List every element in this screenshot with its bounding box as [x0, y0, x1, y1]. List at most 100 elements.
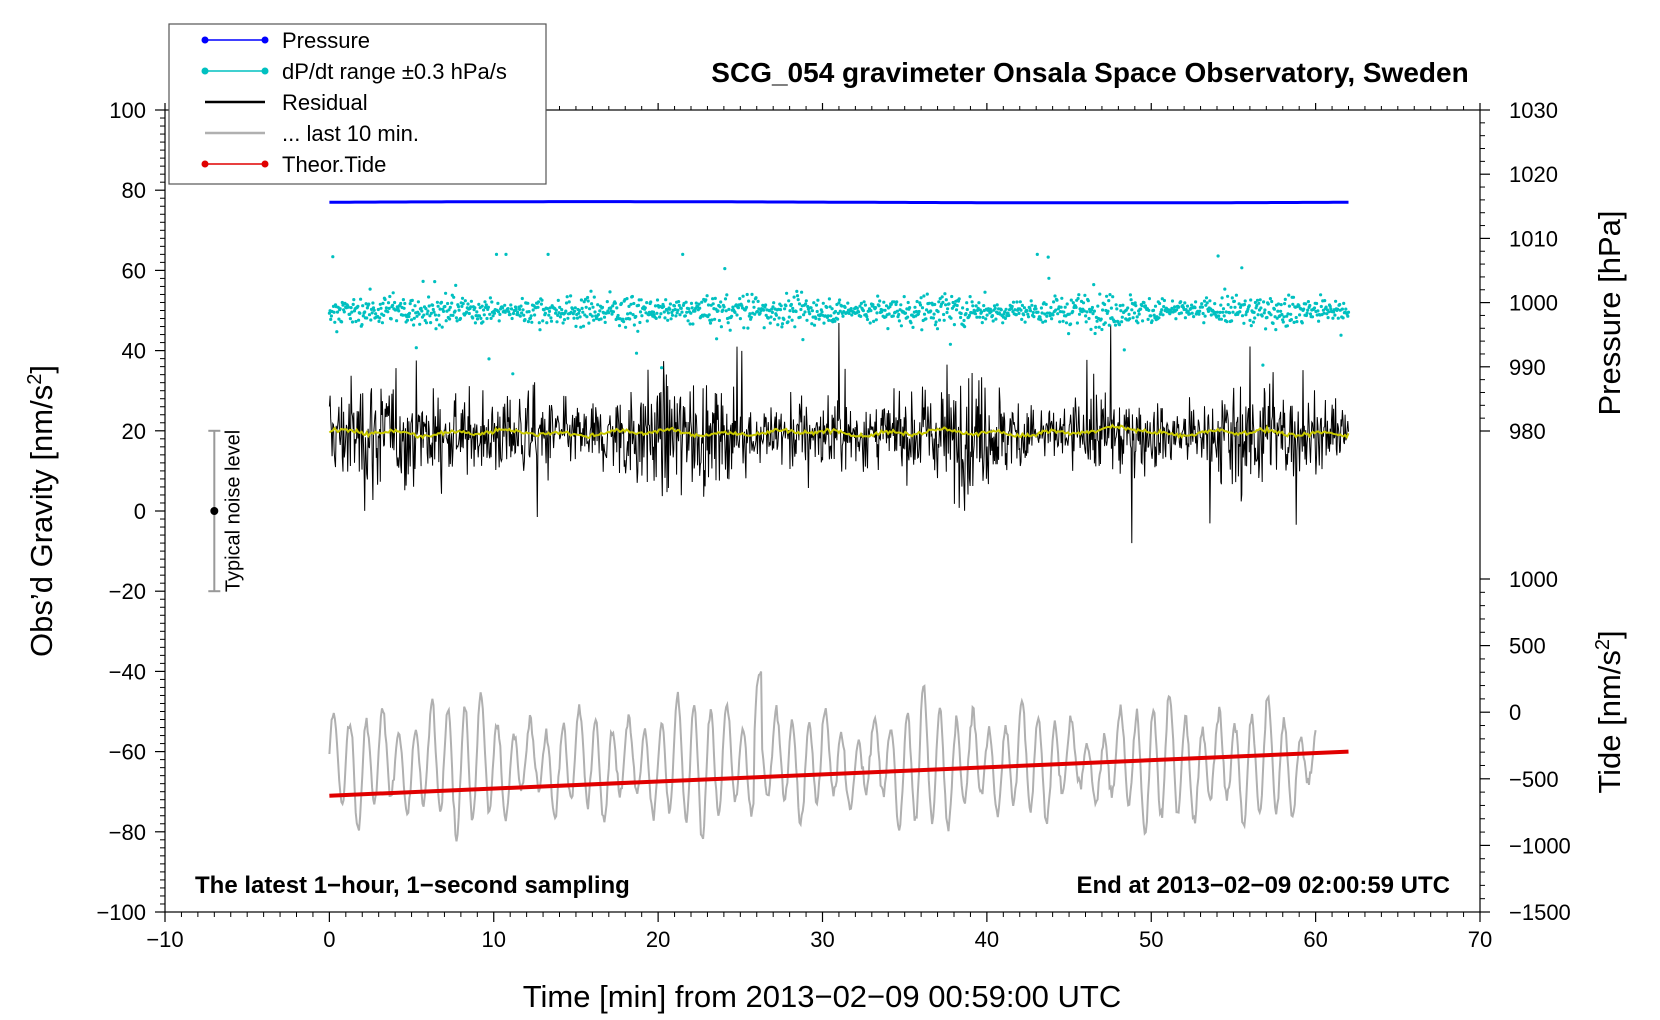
dpdt-point [681, 252, 685, 256]
dpdt-point [596, 313, 601, 317]
dpdt-point [784, 304, 788, 308]
dpdt-point [419, 306, 423, 310]
dpdt-point [549, 316, 553, 320]
dpdt-point [672, 304, 677, 308]
dpdt-point [827, 297, 832, 301]
dpdt-point [676, 308, 680, 312]
dpdt-point [1256, 313, 1260, 317]
dpdt-point [734, 303, 738, 307]
dpdt-point [415, 314, 419, 318]
pressure-tick-label: 990 [1509, 355, 1546, 380]
dpdt-point [942, 312, 946, 317]
dpdt-point [511, 372, 515, 376]
dpdt-point [800, 290, 804, 294]
dpdt-point [1060, 296, 1064, 300]
dpdt-point [638, 320, 642, 325]
dpdt-point [1113, 319, 1117, 323]
dpdt-point [564, 301, 569, 305]
dpdt-point [451, 313, 455, 317]
dpdt-point [1339, 333, 1343, 337]
dpdt-point [455, 319, 459, 323]
dpdt-point [1061, 319, 1065, 323]
dpdt-point [361, 314, 365, 318]
dpdt-point [571, 312, 575, 316]
dpdt-point [440, 325, 444, 329]
dpdt-point [862, 300, 866, 304]
dpdt-point [666, 311, 671, 315]
y-tick-label-left: −60 [109, 740, 146, 765]
dpdt-point [838, 309, 842, 313]
axis-ticks: −10 0 10 20 30 40 50 60 70−100−80−60−40−20020406… [96, 98, 1570, 952]
dpdt-point [520, 296, 524, 301]
dpdt-point [1274, 328, 1278, 332]
dpdt-point [863, 303, 868, 307]
dpdt-point [791, 306, 795, 310]
dpdt-point [804, 299, 808, 303]
dpdt-point [1305, 311, 1309, 315]
dpdt-point [457, 308, 461, 312]
dpdt-point [1081, 301, 1086, 305]
y-tick-label-left: 100 [109, 98, 146, 123]
dpdt-point [1147, 308, 1151, 312]
dpdt-point [481, 320, 485, 324]
dpdt-point [1344, 307, 1348, 311]
dpdt-point [689, 301, 694, 305]
y-axis-tide-title-main: Tide [nm/s [1592, 650, 1627, 794]
dpdt-point [934, 320, 938, 324]
dpdt-point [1076, 296, 1080, 301]
dpdt-point [463, 299, 467, 303]
dpdt-point [894, 302, 898, 307]
dpdt-point [482, 313, 486, 317]
dpdt-point [1140, 304, 1144, 308]
dpdt-point [488, 296, 492, 300]
dpdt-point [632, 323, 637, 327]
dpdt-point [579, 298, 584, 302]
dpdt-point [458, 316, 463, 321]
dpdt-point [1062, 310, 1066, 314]
dpdt-point [1280, 312, 1284, 317]
dpdt-point [933, 323, 938, 327]
dpdt-point [624, 325, 628, 329]
dpdt-point [764, 303, 768, 307]
dpdt-point [1283, 302, 1287, 306]
dpdt-point [751, 300, 755, 304]
dpdt-point [513, 305, 518, 309]
dpdt-point [611, 304, 615, 308]
dpdt-point [931, 316, 936, 320]
dpdt-point [874, 306, 878, 310]
dpdt-point [408, 302, 412, 306]
dpdt-point [1160, 297, 1164, 301]
dpdt-point [1203, 314, 1207, 318]
tide-tick-label: −1500 [1509, 900, 1571, 925]
dpdt-point [1306, 300, 1310, 304]
dpdt-point [1075, 321, 1079, 325]
dpdt-point [566, 316, 570, 320]
dpdt-point [1197, 312, 1201, 316]
dpdt-point [1074, 305, 1078, 309]
dpdt-point [899, 303, 903, 307]
dpdt-point [967, 313, 972, 318]
dpdt-point [627, 304, 631, 308]
dpdt-point [407, 311, 412, 315]
dpdt-point [477, 314, 482, 318]
dpdt-point [771, 305, 775, 309]
dpdt-point [469, 305, 473, 309]
dpdt-point [1134, 304, 1138, 308]
dpdt-point [543, 311, 548, 315]
dpdt-point [401, 298, 405, 302]
dpdt-point [859, 301, 864, 305]
dpdt-point [1316, 309, 1320, 313]
dpdt-point [827, 318, 831, 322]
dpdt-point [880, 308, 885, 312]
dpdt-point [1219, 317, 1223, 321]
dpdt-point [1183, 301, 1187, 305]
dpdt-point [936, 310, 940, 314]
dpdt-point [569, 294, 573, 298]
y-tick-label-left: 20 [122, 419, 146, 444]
dpdt-point [1051, 313, 1055, 317]
plot-area [164, 109, 1481, 913]
dpdt-point [989, 310, 993, 314]
dpdt-point [974, 304, 978, 308]
dpdt-point [628, 317, 632, 321]
